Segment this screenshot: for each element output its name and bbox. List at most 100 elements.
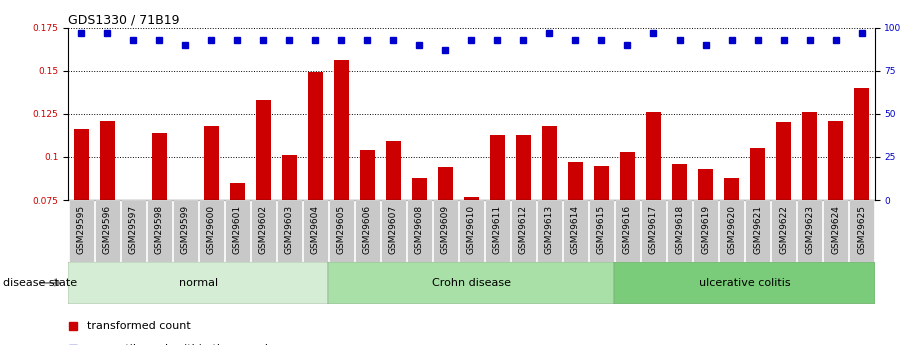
Text: GSM29604: GSM29604 <box>311 205 320 254</box>
Text: ulcerative colitis: ulcerative colitis <box>699 278 791 288</box>
Bar <box>68 262 328 304</box>
Bar <box>333 60 349 200</box>
Bar <box>849 200 874 262</box>
Bar <box>693 200 718 262</box>
Text: GSM29618: GSM29618 <box>675 205 684 254</box>
Bar <box>568 162 583 200</box>
Bar <box>281 155 297 200</box>
Bar <box>485 200 510 262</box>
Bar <box>537 200 562 262</box>
Text: GSM29615: GSM29615 <box>597 205 606 254</box>
Bar <box>745 200 770 262</box>
Bar <box>828 121 844 200</box>
Bar <box>771 200 796 262</box>
Text: GSM29617: GSM29617 <box>649 205 658 254</box>
Bar <box>641 200 666 262</box>
Bar <box>646 112 661 200</box>
Bar <box>303 200 328 262</box>
Bar <box>797 200 822 262</box>
Bar <box>385 141 401 200</box>
Bar <box>328 262 615 304</box>
Bar <box>74 129 89 200</box>
Text: GSM29609: GSM29609 <box>441 205 450 254</box>
Bar <box>230 183 245 200</box>
Text: transformed count: transformed count <box>87 321 190 331</box>
Text: GSM29616: GSM29616 <box>623 205 632 254</box>
Bar <box>619 152 635 200</box>
Bar <box>203 126 220 200</box>
Text: GSM29605: GSM29605 <box>337 205 346 254</box>
Bar <box>511 200 536 262</box>
Bar <box>615 262 875 304</box>
Bar <box>407 200 432 262</box>
Bar <box>329 200 353 262</box>
Text: GSM29621: GSM29621 <box>753 205 762 254</box>
Bar <box>277 200 302 262</box>
Bar <box>489 135 506 200</box>
Bar <box>151 133 167 200</box>
Bar <box>99 121 115 200</box>
Bar <box>594 166 609 200</box>
Bar <box>95 200 120 262</box>
Bar <box>542 126 558 200</box>
Text: GSM29613: GSM29613 <box>545 205 554 254</box>
Text: GSM29597: GSM29597 <box>128 205 138 254</box>
Bar <box>381 200 406 262</box>
Text: GSM29620: GSM29620 <box>727 205 736 254</box>
Text: GSM29611: GSM29611 <box>493 205 502 254</box>
Bar <box>671 164 687 200</box>
Text: GSM29610: GSM29610 <box>467 205 476 254</box>
Bar <box>854 88 869 200</box>
Bar <box>433 200 458 262</box>
Text: GSM29625: GSM29625 <box>857 205 866 254</box>
Bar <box>802 112 817 200</box>
Bar <box>698 169 713 200</box>
Text: GSM29622: GSM29622 <box>779 205 788 254</box>
Bar <box>589 200 614 262</box>
Text: GSM29599: GSM29599 <box>181 205 189 254</box>
Bar <box>823 200 848 262</box>
Bar <box>776 122 792 200</box>
Bar <box>750 148 765 200</box>
Text: GSM29602: GSM29602 <box>259 205 268 254</box>
Bar <box>516 135 531 200</box>
Text: GSM29598: GSM29598 <box>155 205 164 254</box>
Bar <box>69 200 94 262</box>
Bar <box>412 178 427 200</box>
Bar <box>459 200 484 262</box>
Bar <box>667 200 692 262</box>
Text: percentile rank within the sample: percentile rank within the sample <box>87 344 274 345</box>
Bar <box>437 167 454 200</box>
Text: GSM29603: GSM29603 <box>285 205 294 254</box>
Text: Crohn disease: Crohn disease <box>432 278 511 288</box>
Bar <box>719 200 744 262</box>
Text: GSM29619: GSM29619 <box>701 205 710 254</box>
Bar <box>723 178 740 200</box>
Text: normal: normal <box>179 278 218 288</box>
Text: GSM29607: GSM29607 <box>389 205 398 254</box>
Text: GSM29608: GSM29608 <box>415 205 424 254</box>
Text: disease state: disease state <box>3 278 77 288</box>
Text: GSM29624: GSM29624 <box>831 205 840 254</box>
Bar <box>225 200 250 262</box>
Text: GDS1330 / 71B19: GDS1330 / 71B19 <box>68 13 179 27</box>
Text: GSM29606: GSM29606 <box>363 205 372 254</box>
Bar <box>199 200 224 262</box>
Bar <box>121 200 146 262</box>
Text: GSM29614: GSM29614 <box>571 205 580 254</box>
Bar <box>615 200 640 262</box>
Bar <box>256 100 271 200</box>
Bar <box>251 200 276 262</box>
Text: GSM29623: GSM29623 <box>805 205 814 254</box>
Bar <box>360 150 375 200</box>
Text: GSM29596: GSM29596 <box>103 205 112 254</box>
Text: GSM29595: GSM29595 <box>77 205 86 254</box>
Bar <box>173 200 198 262</box>
Text: GSM29612: GSM29612 <box>519 205 528 254</box>
Text: GSM29601: GSM29601 <box>233 205 242 254</box>
Bar <box>308 72 323 200</box>
Bar <box>147 200 172 262</box>
Bar <box>563 200 588 262</box>
Text: GSM29600: GSM29600 <box>207 205 216 254</box>
Bar <box>464 197 479 200</box>
